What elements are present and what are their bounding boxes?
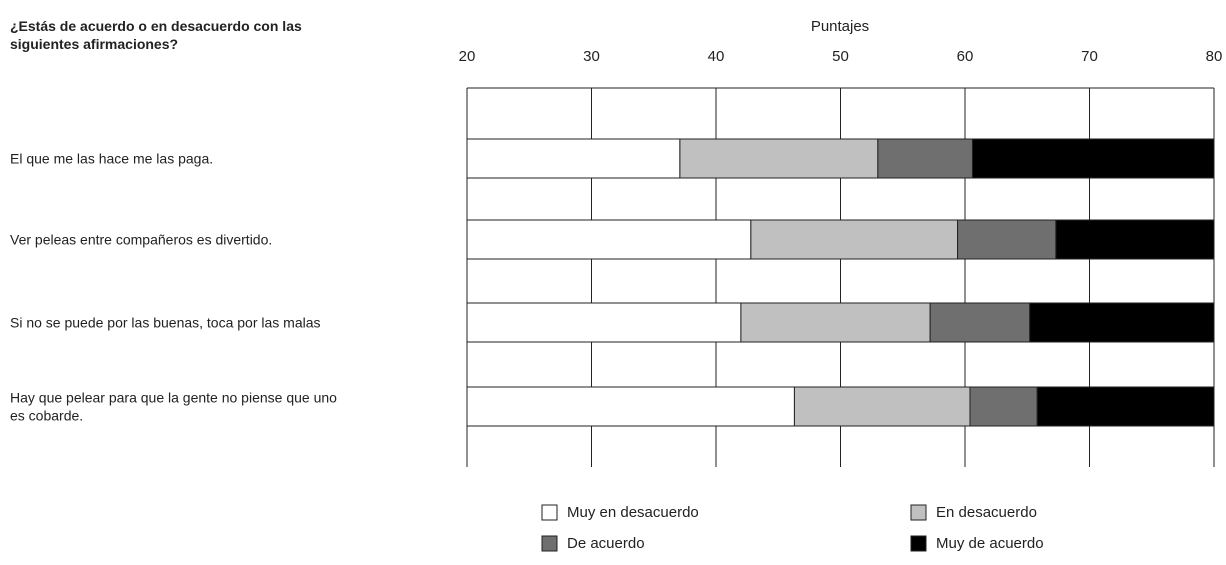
bar-segment [877,138,973,179]
bar-segment [969,386,1038,427]
x-axis-label: Puntajes [811,18,869,35]
category-labels: El que me las hace me las paga. Ver pelea… [10,151,337,424]
legend-swatch [541,504,558,521]
category-label: El que me las hace me las paga. [10,151,213,167]
bar-segment [957,219,1057,260]
chart-question-title: ¿Estás de acuerdo o en desacuerdo con la… [10,18,302,52]
legend-swatch [541,535,558,552]
x-tick-label: 20 [459,48,476,65]
x-tick-label: 60 [957,48,974,65]
bar-segment [466,219,752,260]
bar-segment [740,302,931,343]
category-label: Hay que pelear para que la gente no pien… [10,390,337,424]
bar-segment [971,138,1215,179]
legend-label: En desacuerdo [936,504,1037,521]
bar-segment [1036,386,1215,427]
legend-swatch [910,535,927,552]
bar-segment [679,138,879,179]
bar-segment [466,386,795,427]
bars [466,138,1215,427]
legend-swatch [910,504,927,521]
bar-segment [793,386,971,427]
category-label: Ver peleas entre compañeros es divertido… [10,232,272,248]
x-tick-label: 70 [1081,48,1098,65]
x-tick-label: 30 [583,48,600,65]
bar-segment [466,302,742,343]
bar-segment [750,219,959,260]
legend: Muy en desacuerdo En desacuerdo De acuerdo… [541,504,1044,552]
x-tick-labels: 20 30 40 50 60 70 80 [459,48,1223,65]
x-tick-label: 40 [708,48,725,65]
legend-label: Muy en desacuerdo [567,504,699,521]
x-tick-label: 50 [832,48,849,65]
bar-segment [1055,219,1215,260]
bar-segment [466,138,681,179]
category-label: Si no se puede por las buenas, toca por … [10,315,321,331]
bar-segment [929,302,1031,343]
legend-label: Muy de acuerdo [936,535,1044,552]
bar-segment [1029,302,1215,343]
legend-label: De acuerdo [567,535,645,552]
x-tick-label: 80 [1206,48,1223,65]
